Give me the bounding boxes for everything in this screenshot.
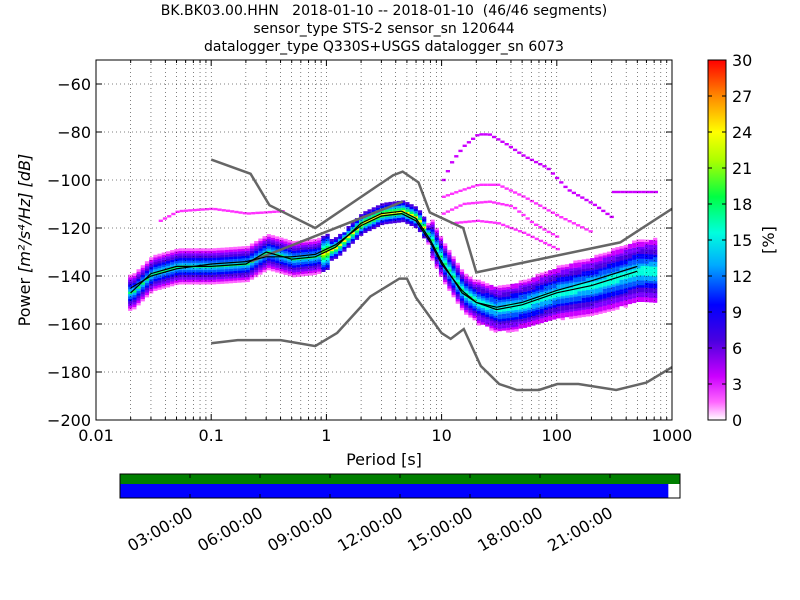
x-tick-label: 1000	[652, 426, 693, 445]
grid	[95, 60, 672, 421]
timeline-tick-label: 21:00:00	[544, 503, 616, 555]
colorbar-tick-label: 15	[732, 231, 752, 250]
title-line-3: datalogger_type Q330S+USGS datalogger_sn…	[204, 39, 564, 55]
chart-title: BK.BK03.00.HHN 2018-01-10 -- 2018-01-10 …	[96, 2, 672, 56]
y-tick-label: −160	[47, 315, 91, 334]
colorbar-tick-label: 30	[732, 51, 752, 70]
timeline-tick-label: 06:00:00	[194, 503, 266, 555]
timeline-tick-label: 03:00:00	[124, 503, 196, 555]
mean-curve	[130, 212, 638, 308]
timeline-coverage-bar	[120, 474, 680, 484]
x-tick-label: 0.1	[198, 426, 223, 445]
nhnm-curve	[210, 158, 672, 274]
mode-curve	[130, 210, 638, 311]
colorbar-tick-label: 27	[732, 87, 752, 106]
y-tick-label: −140	[47, 267, 91, 286]
outlier-band	[158, 207, 285, 222]
outlier-band	[441, 133, 614, 219]
timeline-tick-label: 15:00:00	[404, 503, 476, 555]
colorbar-tick-label: 24	[732, 123, 752, 142]
colorbar-tick-label: 6	[732, 339, 742, 358]
title-line-2: sensor_type STS-2 sensor_sn 120644	[253, 21, 515, 37]
x-tick-label: 10	[431, 426, 451, 445]
x-tick-label: 100	[542, 426, 573, 445]
colorbar-tick-label: 12	[732, 267, 752, 286]
colorbar-tick-label: 9	[732, 303, 742, 322]
timeline-tick-label: 12:00:00	[334, 503, 406, 555]
nhnm-midsegment	[250, 200, 404, 263]
ppsd-histogram	[128, 133, 658, 333]
plot-frame	[95, 59, 673, 421]
colorbar-label: [%]	[759, 226, 778, 254]
x-tick-label: 1	[321, 426, 331, 445]
outlier-band	[441, 183, 593, 233]
y-tick-label: −200	[47, 411, 91, 430]
y-tick-label: −60	[57, 75, 91, 94]
y-tick-label: −80	[57, 123, 91, 142]
outlier-band	[611, 190, 658, 194]
outlier-band	[441, 200, 560, 238]
timeline-tick-label: 18:00:00	[474, 503, 546, 555]
timeline-used-bar	[120, 484, 669, 498]
colorbar-tick-label: 18	[732, 195, 752, 214]
x-tick-label: 0.01	[78, 426, 114, 445]
noise-models	[130, 158, 672, 392]
y-axis-label: Power [m²/s⁴/Hz] [dB]	[15, 154, 34, 327]
colorbar-tick-label: 0	[732, 411, 742, 430]
colorbar-tick-label: 3	[732, 375, 742, 394]
x-axis-label: Period [s]	[346, 450, 422, 469]
colorbar-tick-label: 21	[732, 159, 752, 178]
y-tick-label: −120	[47, 219, 91, 238]
y-tick-label: −100	[47, 171, 91, 190]
y-tick-label: −180	[47, 363, 91, 382]
title-line-1: BK.BK03.00.HHN 2018-01-10 -- 2018-01-10 …	[160, 3, 608, 19]
timeline-tick-label: 09:00:00	[264, 503, 336, 555]
plot-background	[96, 60, 672, 420]
nlnm-curve	[211, 277, 672, 392]
